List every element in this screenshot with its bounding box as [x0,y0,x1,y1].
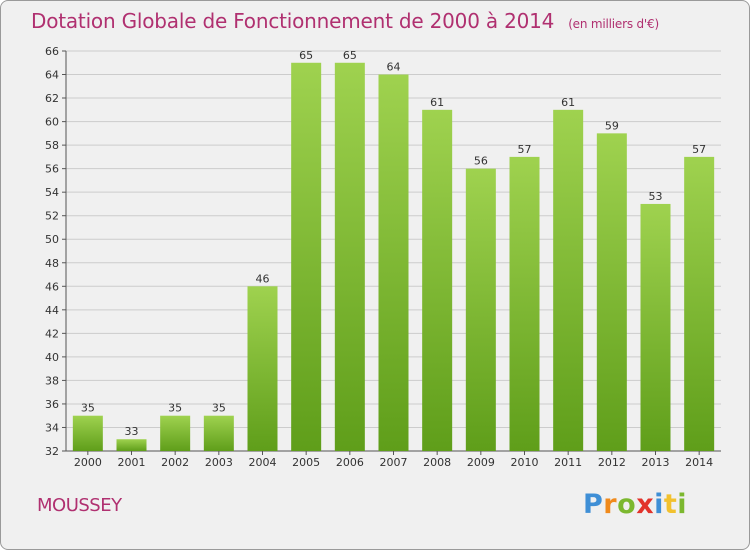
x-tick-label-2000: 2000 [74,456,102,469]
chart-title-text: Dotation Globale de Fonctionnement de 20… [31,9,555,33]
y-tick-label: 60 [45,116,59,129]
x-tick-label-2001: 2001 [118,456,146,469]
value-label-2011: 61 [561,96,575,109]
y-tick-label: 40 [45,351,59,364]
unit-note: (en milliers d'€) [568,17,659,31]
bar-2014 [684,156,715,451]
x-tick-label-2012: 2012 [598,456,626,469]
value-label-2000: 35 [81,402,95,415]
chart-title: Dotation Globale de Fonctionnement de 20… [31,9,659,33]
y-tick-label: 50 [45,233,59,246]
x-tick-label-2007: 2007 [380,456,408,469]
labels: 32 34 36 38 40 42 44 46 48 50 52 54 56 58 60 62 64 66 35 20… [45,45,713,469]
y-tick-label: 52 [45,210,59,223]
y-tick-label: 42 [45,327,59,340]
x-tick-label-2011: 2011 [554,456,582,469]
value-label-2012: 59 [605,119,619,132]
value-label-2004: 46 [256,272,270,285]
proxiti-logo: Proxiti [583,489,687,520]
y-tick-label: 36 [45,398,59,411]
logo-letter: t [663,489,678,520]
y-tick-label: 44 [45,304,59,317]
bar-2008 [422,109,453,451]
bar-2004 [247,286,278,451]
x-tick-label-2013: 2013 [642,456,670,469]
y-tick-label: 38 [45,374,59,387]
x-tick-label-2003: 2003 [205,456,233,469]
bar-2011 [553,109,584,451]
bars [72,62,715,451]
y-tick-label: 46 [45,280,59,293]
logo-letter: P [583,489,604,520]
value-label-2005: 65 [299,49,313,62]
bar-2005 [291,62,322,451]
bar-2000 [72,415,103,451]
value-label-2006: 65 [343,49,357,62]
bar-2013 [640,203,671,451]
bar-2009 [465,168,496,451]
bar-2002 [160,415,191,451]
y-tick-label: 32 [45,445,59,458]
value-label-2007: 64 [387,61,401,74]
logo-letter: x [636,489,655,520]
value-label-2001: 33 [125,425,139,438]
y-tick-label: 62 [45,92,59,105]
x-tick-label-2002: 2002 [161,456,189,469]
y-tick-label: 34 [45,421,59,434]
value-label-2014: 57 [692,143,706,156]
x-tick-label-2004: 2004 [249,456,277,469]
y-tick-label: 56 [45,163,59,176]
bar-2012 [596,133,627,451]
y-tick-label: 54 [45,186,59,199]
x-tick-label-2009: 2009 [467,456,495,469]
x-tick-label-2005: 2005 [292,456,320,469]
logo-letter: o [617,489,637,520]
value-label-2013: 53 [649,190,663,203]
bar-2003 [203,415,234,451]
logo-letter: i [654,489,664,520]
value-label-2003: 35 [212,402,226,415]
y-tick-label: 64 [45,69,59,82]
y-tick-label: 66 [45,45,59,58]
logo-letter: i [677,489,688,520]
x-tick-label-2010: 2010 [511,456,539,469]
logo-letter: r [603,489,618,520]
bar-2010 [509,156,540,451]
bar-2006 [334,62,365,451]
value-label-2010: 57 [518,143,532,156]
value-label-2008: 61 [430,96,444,109]
value-label-2009: 56 [474,155,488,168]
value-label-2002: 35 [168,402,182,415]
y-tick-label: 48 [45,257,59,270]
x-tick-label-2008: 2008 [423,456,451,469]
x-tick-label-2014: 2014 [685,456,713,469]
bar-2001 [116,439,147,451]
x-tick-label-2006: 2006 [336,456,364,469]
y-tick-label: 58 [45,139,59,152]
bar-2007 [378,74,409,451]
commune-name: MOUSSEY [37,495,122,516]
